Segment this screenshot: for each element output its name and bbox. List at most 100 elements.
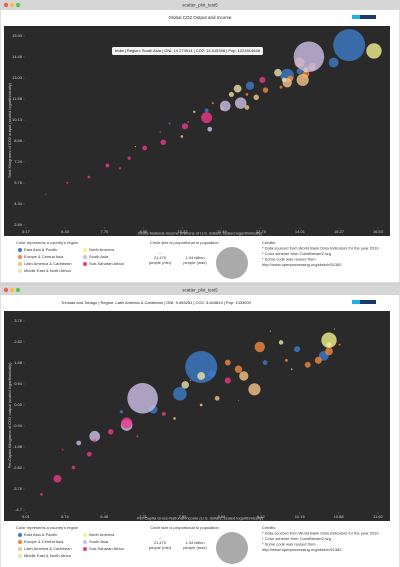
bubble[interactable] <box>234 365 243 373</box>
bubble[interactable] <box>107 429 114 435</box>
bubble[interactable] <box>259 76 266 84</box>
bubble[interactable] <box>181 381 189 389</box>
bubble[interactable] <box>134 145 136 148</box>
window-button[interactable] <box>15 2 21 8</box>
window-title: scatter_plot_test5 <box>182 3 218 8</box>
bubble[interactable] <box>239 371 249 381</box>
bubble[interactable] <box>180 135 184 138</box>
bubble[interactable] <box>105 163 110 168</box>
bubble[interactable] <box>127 383 158 414</box>
bubble[interactable] <box>279 85 283 89</box>
bubble[interactable] <box>237 399 240 402</box>
bubble[interactable] <box>160 139 167 146</box>
credit-line: * Color scheme from ColorBrewer2.org <box>262 536 331 541</box>
bubble[interactable] <box>281 77 287 83</box>
bubble[interactable] <box>234 97 247 109</box>
x-tick-label: 16.53 <box>373 229 384 234</box>
bubble[interactable] <box>248 383 261 396</box>
bubble[interactable] <box>142 145 148 151</box>
window-button[interactable] <box>15 287 21 293</box>
window-button[interactable] <box>9 287 15 293</box>
bubble[interactable] <box>274 68 282 77</box>
bubble[interactable] <box>173 387 187 401</box>
size-max-label: 1.34 billion <box>185 540 204 545</box>
bubble[interactable] <box>53 474 62 483</box>
bubble[interactable] <box>93 439 97 443</box>
bubble[interactable] <box>321 332 337 348</box>
bubble[interactable] <box>326 342 332 348</box>
credit-line: * Some code was reused from <box>262 542 316 547</box>
title-bar <box>0 285 400 295</box>
tooltip-text: Trinidad and Tobago | Region: Latin Amer… <box>61 300 252 305</box>
bubble[interactable] <box>290 368 293 371</box>
bubble[interactable] <box>40 492 43 496</box>
bubble[interactable] <box>278 340 284 345</box>
bubble[interactable] <box>245 93 249 96</box>
bubble[interactable] <box>136 435 139 438</box>
bubble[interactable] <box>314 356 322 364</box>
bubble[interactable] <box>119 410 123 414</box>
color-legend-title: Color represents a country's region <box>16 525 78 530</box>
bubble[interactable] <box>189 379 192 382</box>
plot-area <box>4 26 390 236</box>
legend-swatch <box>83 547 87 551</box>
window-button[interactable] <box>3 2 9 8</box>
bubble[interactable] <box>269 330 272 332</box>
bubble[interactable] <box>214 395 220 401</box>
bubble[interactable] <box>199 403 203 407</box>
bubble[interactable] <box>228 91 235 97</box>
bubble[interactable] <box>296 73 309 87</box>
bubble[interactable] <box>333 328 335 330</box>
legend-label: Latin America & Caribbean <box>24 261 72 266</box>
bubble[interactable] <box>201 112 213 124</box>
bubble[interactable] <box>118 167 122 170</box>
bubble[interactable] <box>86 451 92 457</box>
bubble[interactable] <box>211 102 214 105</box>
bubble[interactable] <box>253 94 259 101</box>
bubble[interactable] <box>173 417 176 420</box>
bubble[interactable] <box>293 41 325 72</box>
bubble[interactable] <box>224 359 231 366</box>
legend-label: South Asia <box>89 254 109 259</box>
window-button[interactable] <box>9 2 15 8</box>
bubble[interactable] <box>44 193 47 196</box>
bubble[interactable] <box>284 358 288 362</box>
bubble[interactable] <box>76 440 82 446</box>
bubble[interactable] <box>87 175 91 179</box>
bubble[interactable] <box>207 126 213 132</box>
bubble[interactable] <box>193 110 196 113</box>
bubble[interactable] <box>244 105 250 110</box>
bubble[interactable] <box>328 57 339 68</box>
bubble[interactable] <box>71 465 76 470</box>
window-button[interactable] <box>3 287 9 293</box>
bubble[interactable] <box>168 122 171 125</box>
bubble[interactable] <box>338 343 341 346</box>
bubble[interactable] <box>127 156 131 160</box>
bubble[interactable] <box>219 100 231 112</box>
bubble[interactable] <box>262 360 268 365</box>
bubble[interactable] <box>233 84 242 93</box>
bubble[interactable] <box>181 123 189 130</box>
bubble[interactable] <box>262 87 269 93</box>
bubble[interactable] <box>366 43 382 59</box>
bubble[interactable] <box>245 81 255 90</box>
bubble[interactable] <box>61 448 64 451</box>
bubble[interactable] <box>187 121 189 123</box>
bubble[interactable] <box>325 347 333 356</box>
bubble[interactable] <box>224 377 231 384</box>
size-min-circle <box>159 252 161 254</box>
bubble[interactable] <box>293 346 301 353</box>
bubble[interactable] <box>89 430 101 442</box>
x-tick-label: 7.21 <box>139 514 148 519</box>
bubble[interactable] <box>254 341 265 353</box>
bubble[interactable] <box>197 372 206 380</box>
bubble[interactable] <box>121 417 133 429</box>
bubble[interactable] <box>208 370 216 378</box>
bubble[interactable] <box>304 361 311 368</box>
bubble[interactable] <box>161 411 166 416</box>
bubble[interactable] <box>66 181 69 184</box>
bubble[interactable] <box>333 29 366 62</box>
bubble[interactable] <box>204 108 209 113</box>
bubble[interactable] <box>159 131 161 133</box>
x-axis-label: Gross-National-Income (millions of U.S. … <box>138 231 263 236</box>
